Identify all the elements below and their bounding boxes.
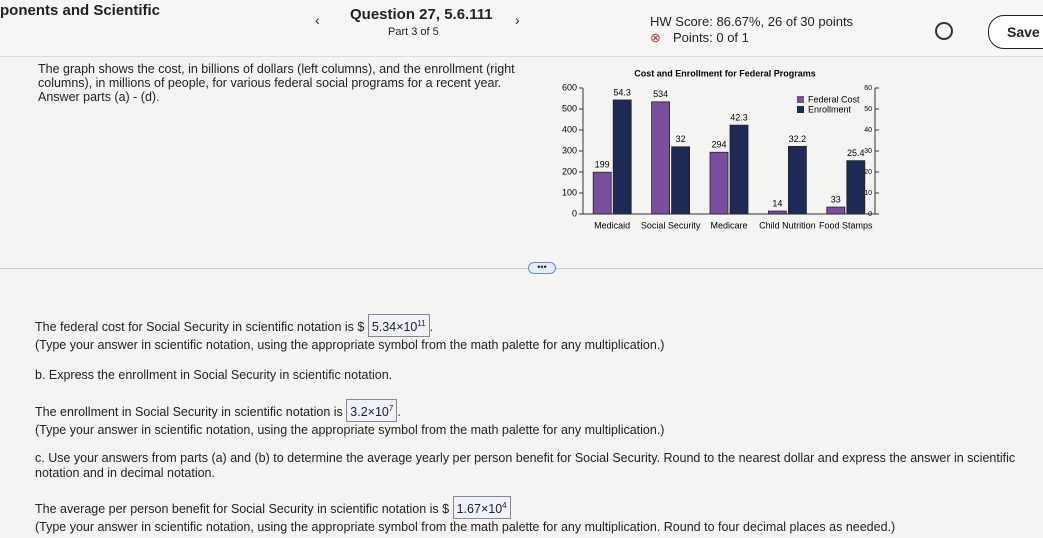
answer-hint: (Type your answer in scientific notation… [35,338,665,352]
points-icon: ⊗ [650,30,661,45]
answer-suffix: . [429,320,434,335]
y-tick-label: 500 [562,103,577,113]
course-title: ponents and Scientific [0,2,161,19]
legend-swatch [797,106,804,113]
chart-title: Cost and Enrollment for Federal Programs [634,68,816,78]
x-tick-label: Food Stamps [819,220,873,230]
y2-tick-label: 20 [864,169,872,176]
answer-hint: (Type your answer in scientific notation… [35,520,896,534]
y2-tick-label: 60 [864,85,872,92]
y-tick-label: 400 [562,124,577,134]
chart: Cost and Enrollment for Federal Programs… [562,68,879,230]
problem-text: The graph shows the cost, in billions of… [38,62,515,104]
data-label: 294 [711,140,726,150]
answer-box[interactable]: 5.34×1011 [367,314,430,338]
y-tick-label: 600 [562,82,577,92]
bar [671,146,691,215]
answer-mantissa: 5.34×10 [371,320,418,335]
next-button[interactable]: › [515,12,520,28]
answer-lead: The federal cost for Social Security in … [35,320,365,335]
data-label: 14 [772,198,782,208]
part-question: c. Use your answers from parts (a) and (… [35,451,1016,480]
settings-icon[interactable] [935,22,953,40]
bar [709,151,729,215]
answer-line: The average per person benefit for Socia… [35,496,1035,520]
data-label: 25.4 [847,148,865,158]
data-label: 32.2 [789,134,807,144]
bar [729,124,749,215]
hw-score: HW Score: 86.67%, 26 of 30 points [650,14,854,29]
data-label: 42.3 [730,113,748,123]
legend-swatch [797,96,804,103]
x-tick-label: Social Security [641,220,701,230]
y2-tick-label: 40 [864,127,872,134]
answer-exponent: 7 [388,404,394,413]
answer-suffix: . [397,405,401,420]
data-label: 33 [831,194,841,204]
save-button[interactable]: Save [988,15,1043,49]
bar [612,99,632,215]
bar [767,210,787,215]
header: ponents and Scientific ‹ Question 27, 5.… [0,0,1043,57]
answer-box[interactable]: 1.67×104 [452,496,511,520]
data-label: 54.3 [613,87,631,97]
bar [651,101,670,215]
y2-tick-label: 0 [868,211,872,218]
answer-line: The federal cost for Social Security in … [35,314,1035,338]
data-label: 534 [653,89,668,99]
part-label: Part 3 of 5 [388,26,439,38]
bar [846,160,866,215]
answer-exponent: 11 [417,319,426,328]
answer-mantissa: 1.67×10 [456,502,503,517]
divider [0,268,1043,269]
answer-exponent: 4 [502,501,507,510]
x-tick-label: Child Nutrition [759,220,816,230]
x-tick-label: Medicaid [594,220,630,230]
expand-button[interactable]: ••• [528,262,556,274]
x-tick-label: Medicare [710,220,747,230]
part-question: b. Express the enrollment in Social Secu… [35,368,393,382]
answer-hint: (Type your answer in scientific notation… [35,423,665,437]
answer-box[interactable]: 3.2×107 [346,399,398,423]
answer-lead: The average per person benefit for Socia… [35,502,450,517]
bar [826,206,846,215]
y-tick-label: 100 [562,187,577,197]
legend-label: Enrollment [808,104,852,114]
y-tick-label: 0 [572,208,577,218]
answer-mantissa: 3.2×10 [350,405,389,420]
prev-button[interactable]: ‹ [315,12,320,28]
y2-tick-label: 10 [864,190,872,197]
data-label: 32 [676,134,686,144]
legend-label: Federal Cost [808,94,860,104]
answer-line: The enrollment in Social Security in sci… [35,399,1035,423]
y-tick-label: 300 [562,145,577,155]
bar [592,171,612,215]
data-label: 199 [595,160,610,170]
points: Points: 0 of 1 [673,30,749,45]
y2-tick-label: 30 [864,148,872,155]
y-tick-label: 200 [562,166,577,176]
question-title: Question 27, 5.6.111 [350,6,493,23]
y2-tick-label: 50 [864,106,872,113]
bar [787,145,807,215]
answer-lead: The enrollment in Social Security in sci… [35,405,343,420]
